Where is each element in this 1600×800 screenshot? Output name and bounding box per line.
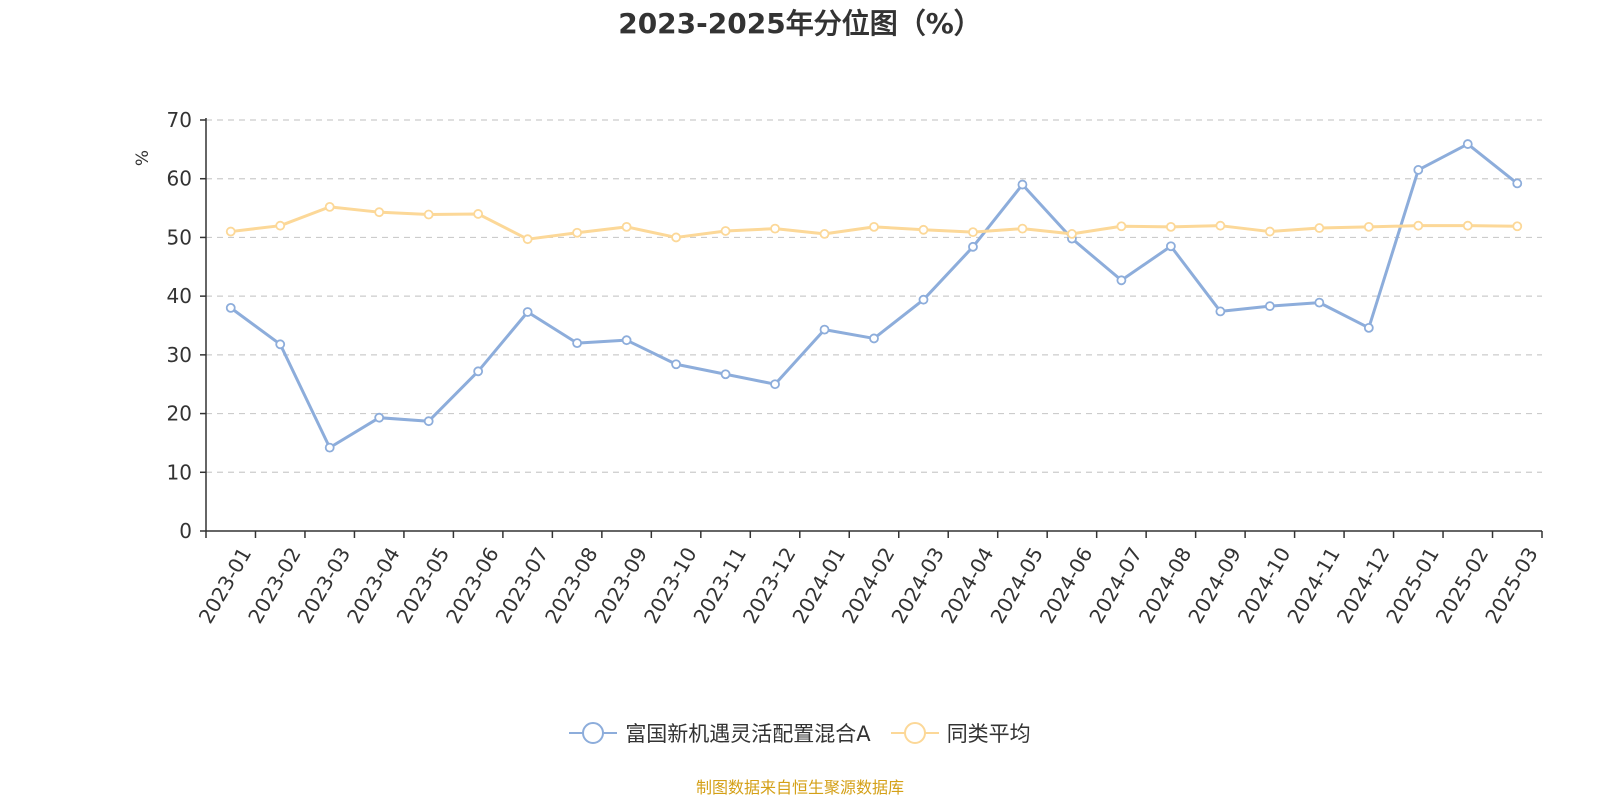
data-point-series-0[interactable]: [1116, 275, 1127, 286]
y-tick-label: 0: [179, 519, 192, 543]
data-point-series-1[interactable]: [968, 227, 978, 238]
data-point-series-0[interactable]: [1165, 241, 1176, 252]
data-point-series-0[interactable]: [1462, 139, 1473, 149]
data-point-series-1[interactable]: [1264, 226, 1275, 237]
legend-label-fund: 富国新机遇灵活配置混合A: [625, 722, 871, 746]
data-point-series-0[interactable]: [918, 294, 929, 305]
y-tick-label: 70: [167, 108, 192, 132]
data-point-series-0[interactable]: [572, 338, 583, 349]
data-point-series-1[interactable]: [671, 232, 681, 243]
data-point-series-0[interactable]: [324, 442, 335, 453]
data-point-series-0[interactable]: [671, 359, 681, 370]
data-point-series-1[interactable]: [770, 223, 780, 234]
source-note: 制图数据来自恒生聚源数据库: [695, 778, 904, 797]
data-point-series-1[interactable]: [423, 209, 434, 220]
chart-title: 2023-2025年分位图（%）: [618, 7, 982, 40]
data-point-series-0[interactable]: [473, 366, 484, 377]
data-point-series-0[interactable]: [720, 369, 731, 380]
data-point-series-0[interactable]: [968, 241, 978, 252]
data-point-series-0[interactable]: [1215, 306, 1226, 317]
y-tick-label: 50: [167, 225, 192, 249]
data-point-series-0[interactable]: [1413, 165, 1424, 175]
data-point-series-0[interactable]: [819, 324, 830, 335]
data-point-series-0[interactable]: [1314, 297, 1325, 308]
data-point-series-1[interactable]: [621, 221, 632, 232]
data-point-series-1[interactable]: [1462, 220, 1473, 231]
y-tick-label: 30: [167, 343, 192, 367]
y-tick-label: 20: [167, 402, 192, 426]
data-point-series-1[interactable]: [918, 224, 929, 235]
data-point-series-0[interactable]: [225, 302, 236, 313]
data-point-series-1[interactable]: [869, 221, 879, 232]
data-point-series-1[interactable]: [1413, 220, 1424, 231]
grid-lines: [206, 119, 1542, 473]
data-point-series-0[interactable]: [621, 335, 632, 346]
data-point-series-0[interactable]: [275, 339, 286, 350]
data-point-series-1[interactable]: [1067, 229, 1077, 239]
data-point-series-1[interactable]: [1116, 221, 1127, 232]
data-point-series-0[interactable]: [423, 416, 434, 427]
data-point-series-1[interactable]: [275, 220, 286, 231]
data-point-series-1[interactable]: [1017, 223, 1028, 234]
y-axis-label: %: [133, 150, 153, 166]
legend-item-fund[interactable]: 富国新机遇灵活配置混合A: [569, 718, 871, 748]
y-tick-label: 40: [167, 284, 192, 308]
data-point-series-0[interactable]: [522, 307, 533, 317]
legend: 富国新机遇灵活配置混合A 同类平均: [0, 718, 1600, 748]
series-line-0: [229, 142, 1519, 450]
data-point-series-0[interactable]: [869, 333, 879, 344]
y-tick-label: 60: [167, 167, 192, 191]
data-point-series-1[interactable]: [1314, 223, 1325, 233]
y-tick-label: 10: [167, 460, 192, 484]
data-point-series-1[interactable]: [473, 209, 484, 219]
data-point-series-1[interactable]: [1512, 221, 1523, 232]
legend-line-circle-icon: [890, 722, 939, 744]
data-point-series-1[interactable]: [1215, 220, 1226, 231]
series: [225, 139, 1523, 453]
data-point-series-1[interactable]: [374, 207, 385, 218]
data-point-series-1[interactable]: [720, 226, 731, 236]
legend-item-average[interactable]: 同类平均: [890, 718, 1031, 748]
data-point-series-1[interactable]: [225, 226, 236, 237]
data-point-series-1[interactable]: [1165, 221, 1176, 232]
data-point-series-1[interactable]: [324, 201, 335, 212]
data-point-series-0[interactable]: [770, 379, 780, 390]
data-point-series-1[interactable]: [1363, 221, 1374, 232]
legend-label-average: 同类平均: [946, 722, 1031, 746]
data-point-series-0[interactable]: [374, 412, 385, 423]
legend-line-circle-icon: [569, 722, 618, 744]
axes: 0102030405060702023-012023-022023-032023…: [167, 108, 1543, 627]
data-point-series-1[interactable]: [572, 227, 583, 238]
data-point-series-1[interactable]: [522, 234, 533, 245]
data-point-series-0[interactable]: [1017, 179, 1028, 190]
data-point-series-1[interactable]: [819, 229, 830, 239]
data-point-series-0[interactable]: [1363, 322, 1374, 333]
data-point-series-0[interactable]: [1264, 301, 1275, 312]
data-point-series-0[interactable]: [1512, 178, 1523, 189]
